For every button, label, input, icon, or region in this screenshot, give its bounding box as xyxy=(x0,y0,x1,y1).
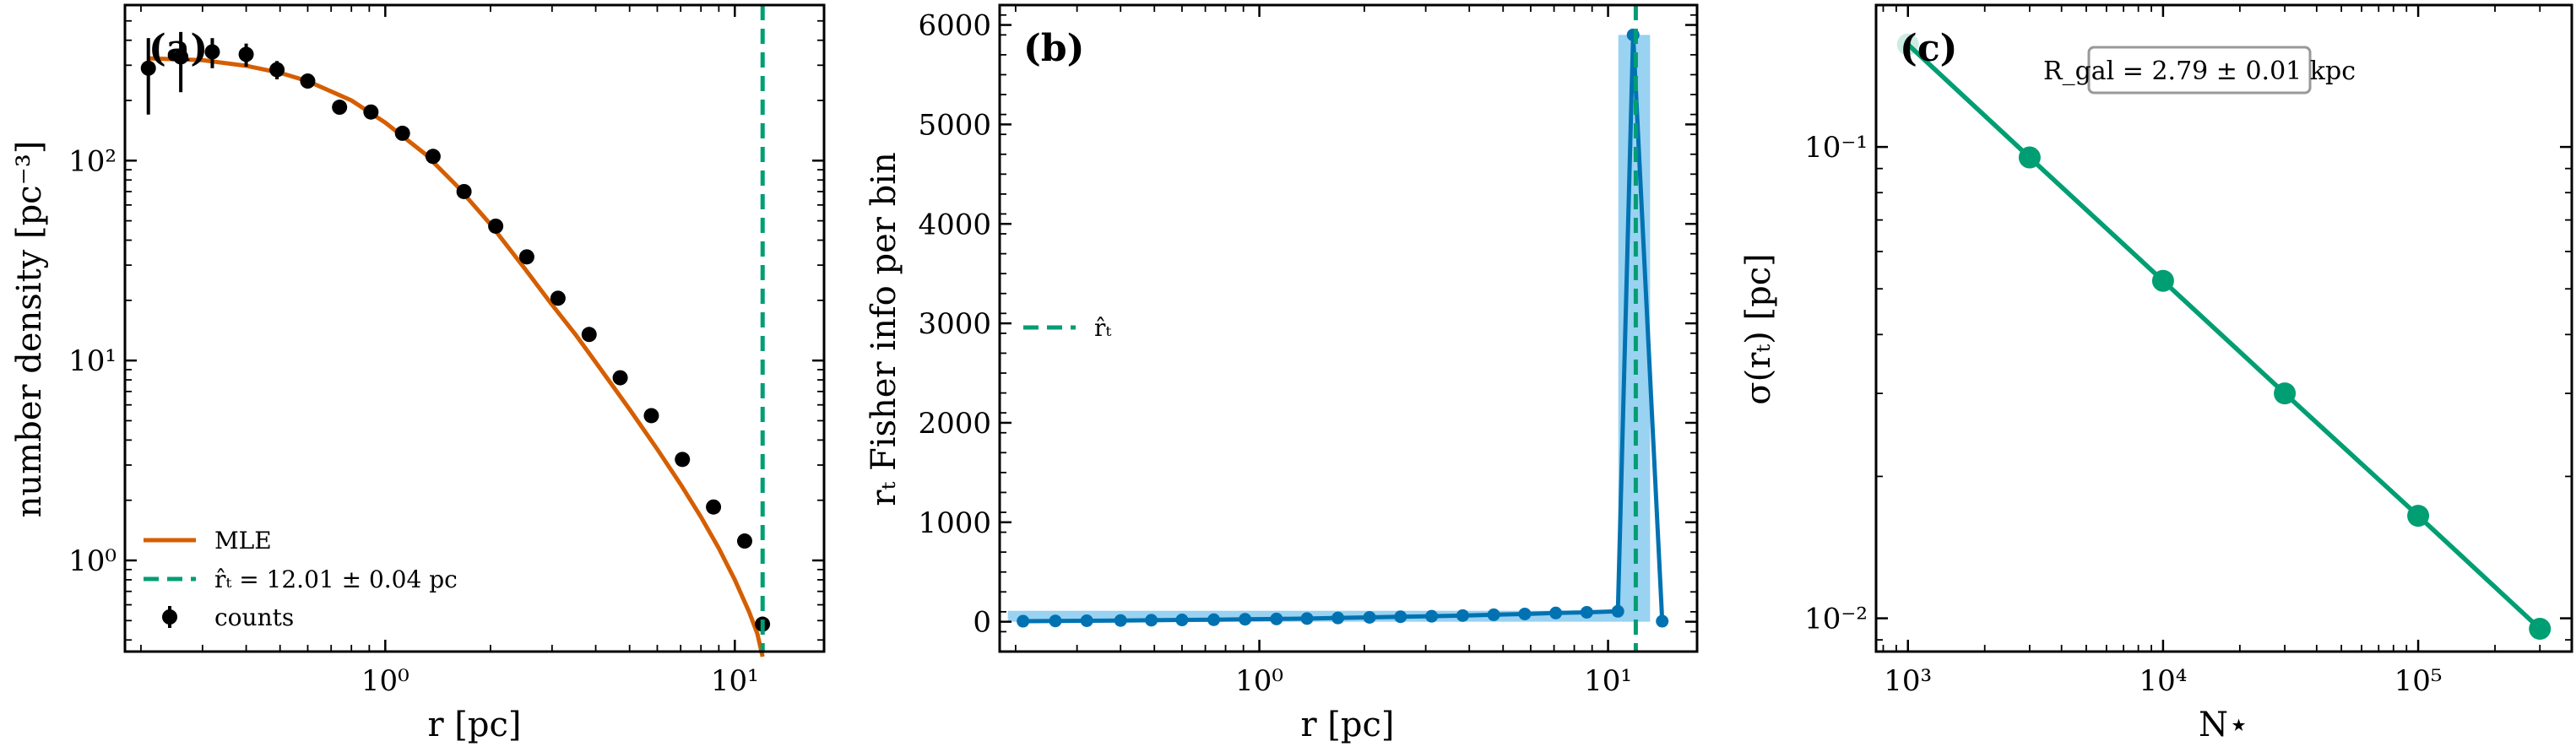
y-tick-label: 3000 xyxy=(918,307,991,341)
fisher-point xyxy=(1656,614,1669,628)
x-tick-label: 10⁴ xyxy=(2139,664,2187,698)
panel-b-frame xyxy=(998,3,1699,653)
panel-b-ylabel: rₜ Fisher info per bin xyxy=(865,152,903,506)
fisher-point xyxy=(1611,604,1624,618)
sigma-point xyxy=(2018,146,2041,169)
count-point xyxy=(518,249,534,265)
panel-c: 10³ 10⁴ 10⁵ 10⁻² 10⁻¹ (c) N⋆ σ(rₜ) [pc] R_ga… xyxy=(1739,3,2573,744)
y-tick-label: 10⁰ xyxy=(68,544,117,578)
sigma-point xyxy=(2151,269,2174,292)
fisher-point xyxy=(1518,607,1532,620)
panel-a-frame xyxy=(123,3,826,653)
count-point xyxy=(394,125,410,141)
count-point xyxy=(706,499,722,515)
fisher-line xyxy=(1022,35,1665,624)
panel-b-label: (b) xyxy=(1023,27,1084,70)
x-tick-label: 10¹ xyxy=(1584,664,1632,698)
panel-c-annotation: R_gal = 2.79 ± 0.01 kpc xyxy=(2043,46,2356,95)
y-tick-label: 0 xyxy=(973,606,991,640)
count-point xyxy=(736,533,752,549)
y-tick-label: 1000 xyxy=(918,506,991,540)
fisher-point xyxy=(1363,610,1376,624)
fisher-point xyxy=(1549,606,1563,619)
count-point xyxy=(425,149,441,165)
count-point xyxy=(173,49,189,65)
count-point xyxy=(488,218,504,234)
annotation-box xyxy=(2087,46,2312,95)
panel-a-ylabel: number density [pc⁻³] xyxy=(10,141,49,518)
fisher-point xyxy=(1175,614,1189,627)
y-tick-label: 5000 xyxy=(918,108,991,142)
fisher-point xyxy=(1331,611,1345,625)
panel-c-frame xyxy=(1874,3,2573,653)
count-point xyxy=(456,183,472,199)
x-tick-label: 10³ xyxy=(1884,664,1932,698)
count-point xyxy=(238,46,254,62)
count-point xyxy=(612,370,628,386)
panel-a-legend: MLE r̂ₜ = 12.01 ± 0.04 pc counts xyxy=(144,527,458,631)
fisher-point xyxy=(1300,612,1314,625)
panel-c-ylabel: σ(rₜ) [pc] xyxy=(1739,253,1778,404)
fisher-point xyxy=(1017,614,1030,628)
sigma-line xyxy=(1906,42,2542,631)
y-tick-label: 6000 xyxy=(918,9,991,43)
fisher-point xyxy=(1270,612,1283,625)
y-tick-label: 10⁻¹ xyxy=(1804,131,1868,165)
count-point xyxy=(363,104,379,120)
panel-b: 10⁰ 10¹ 0 1000 2000 3000 4000 5000 6000 (b) r [p… xyxy=(865,3,1699,744)
fisher-point xyxy=(1114,614,1127,627)
y-tick-label: 10² xyxy=(68,144,117,178)
count-point xyxy=(643,408,659,424)
sigma-point xyxy=(2274,382,2297,405)
fisher-point xyxy=(1145,614,1158,627)
count-point xyxy=(140,60,156,76)
fisher-point xyxy=(1456,609,1469,622)
count-point xyxy=(204,44,220,60)
fisher-point xyxy=(1394,610,1407,624)
x-tick-label: 10⁰ xyxy=(1235,664,1283,698)
fisher-point xyxy=(1425,609,1439,623)
sigma-point xyxy=(1896,33,1919,56)
panel-b-xlabel: r [pc] xyxy=(1300,706,1394,744)
fisher-point xyxy=(1080,614,1093,627)
legend-rt-hat-label: r̂ₜ xyxy=(1094,314,1111,342)
legend-rt-label: r̂ₜ = 12.01 ± 0.04 pc xyxy=(214,565,458,593)
annotation-text: R_gal = 2.79 ± 0.01 kpc xyxy=(2043,57,2356,86)
mle-curve xyxy=(148,56,765,657)
legend-counts-marker xyxy=(162,609,177,625)
x-tick-label: 10⁵ xyxy=(2394,664,2443,698)
sigma-point xyxy=(2529,618,2552,641)
count-point xyxy=(550,290,566,306)
panel-a-xlabel: r [pc] xyxy=(427,706,521,744)
y-tick-label: 10¹ xyxy=(68,344,117,378)
legend-mle-label: MLE xyxy=(214,527,272,555)
fisher-point xyxy=(1487,608,1500,621)
panel-c-label: (c) xyxy=(1900,27,1957,70)
legend-counts-label: counts xyxy=(214,603,294,631)
fisher-point xyxy=(1239,613,1252,626)
y-tick-label: 2000 xyxy=(918,407,991,441)
panel-a: 10⁰ 10¹ 10⁰ 10¹ 10² (a) r [pc] number densit… xyxy=(10,3,826,744)
count-point xyxy=(332,100,348,116)
y-tick-label: 4000 xyxy=(918,208,991,241)
fisher-point xyxy=(1049,614,1062,628)
panel-a-label: (a) xyxy=(149,27,208,70)
count-point xyxy=(300,73,316,89)
x-tick-label: 10⁰ xyxy=(361,664,409,698)
count-point xyxy=(581,327,597,343)
sigma-point xyxy=(2407,505,2430,527)
fisher-point xyxy=(1580,605,1593,619)
panel-b-legend: r̂ₜ xyxy=(1023,314,1111,342)
y-tick-label: 10⁻² xyxy=(1804,603,1868,636)
count-point xyxy=(269,62,285,78)
count-point xyxy=(675,452,691,468)
panel-c-xlabel: N⋆ xyxy=(2199,706,2249,744)
fisher-point xyxy=(1207,613,1221,626)
x-tick-label: 10¹ xyxy=(711,664,759,698)
